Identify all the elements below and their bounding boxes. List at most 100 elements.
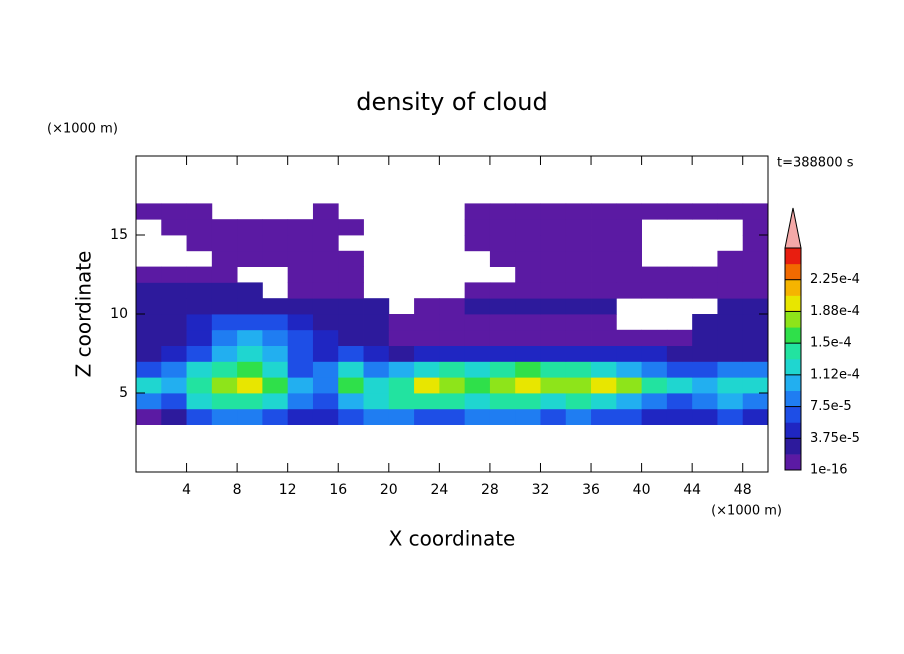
contour-cell <box>363 393 390 410</box>
contour-cell <box>540 203 567 220</box>
contour-cell <box>363 314 390 331</box>
contour-cell <box>742 235 769 252</box>
contour-cell <box>565 408 592 425</box>
contour-cell <box>388 408 415 425</box>
contour-cell <box>312 266 339 283</box>
contour-cell <box>591 345 617 362</box>
contour-cell <box>312 361 339 378</box>
contour-cell <box>692 361 718 378</box>
contour-cell <box>616 361 642 378</box>
contour-cell <box>388 329 415 346</box>
contour-cell <box>262 345 289 362</box>
contour-cell <box>515 266 541 283</box>
contour-cell <box>540 393 567 410</box>
contour-cell <box>540 235 567 252</box>
contour-cell <box>742 377 769 394</box>
contour-cell <box>515 329 541 346</box>
contour-cell <box>616 266 642 283</box>
contour-cell <box>312 219 339 236</box>
contour-cell <box>515 235 541 252</box>
contour-cell <box>464 314 491 331</box>
contour-cell <box>237 219 263 236</box>
contour-cell <box>666 266 693 283</box>
colorbar-band <box>785 438 801 455</box>
contour-cell <box>439 345 466 362</box>
contour-cell <box>287 345 314 362</box>
contour-cell <box>742 266 769 283</box>
contour-cell <box>565 266 592 283</box>
contour-cell <box>136 329 162 346</box>
y-tick-label: 10 <box>110 306 128 322</box>
contour-cell <box>161 361 187 378</box>
contour-cell <box>287 219 314 236</box>
contour-cell <box>692 329 718 346</box>
contour-cell <box>388 345 415 362</box>
contour-cell <box>161 408 187 425</box>
contour-cell <box>388 377 415 394</box>
contour-cell <box>136 203 162 220</box>
contour-cell <box>565 282 592 299</box>
contour-cell <box>211 282 238 299</box>
contour-cell <box>414 329 440 346</box>
contour-cell <box>338 377 364 394</box>
contour-cell <box>742 408 769 425</box>
contour-cell <box>363 361 390 378</box>
contour-cell <box>312 393 339 410</box>
contour-cell <box>540 408 567 425</box>
contour-cell <box>287 329 314 346</box>
colorbar-tick-label: 1.88e-4 <box>810 304 860 319</box>
contour-cell <box>565 298 592 315</box>
contour-cell <box>540 298 567 315</box>
contour-cell <box>641 408 668 425</box>
contour-cell <box>338 361 364 378</box>
contour-cell <box>414 314 440 331</box>
contour-cell <box>338 219 364 236</box>
contour-cell <box>262 219 289 236</box>
contour-cell <box>312 408 339 425</box>
contour-cell <box>565 219 592 236</box>
contour-cell <box>211 393 238 410</box>
contour-cell <box>717 203 744 220</box>
contour-cell <box>540 219 567 236</box>
contour-cell <box>161 314 187 331</box>
contour-cell <box>717 361 744 378</box>
contour-cell <box>666 393 693 410</box>
contour-cell <box>363 345 390 362</box>
contour-cell <box>489 377 516 394</box>
contour-cell <box>515 393 541 410</box>
x-tick-label: 24 <box>430 482 448 498</box>
contour-cell <box>464 219 491 236</box>
contour-cell <box>565 314 592 331</box>
x-tick-label: 8 <box>233 482 242 498</box>
x-tick-label: 32 <box>532 482 550 498</box>
contour-cell <box>211 345 238 362</box>
contour-cell <box>312 250 339 267</box>
contour-cell <box>161 298 187 315</box>
contour-cell <box>388 393 415 410</box>
contour-cell <box>464 298 491 315</box>
contour-cell <box>591 314 617 331</box>
contour-cell <box>262 393 289 410</box>
contour-cell <box>565 250 592 267</box>
contour-cell <box>742 361 769 378</box>
colorbar-tick-label: 3.75e-5 <box>810 431 860 446</box>
contour-cell <box>211 377 238 394</box>
contour-cell <box>591 235 617 252</box>
x-tick-label: 12 <box>279 482 297 498</box>
contour-cell <box>186 298 213 315</box>
contour-cell <box>717 393 744 410</box>
contour-cell <box>742 219 769 236</box>
contour-cell <box>742 393 769 410</box>
contour-cell <box>287 361 314 378</box>
contour-cell <box>666 203 693 220</box>
contour-cell <box>489 393 516 410</box>
contour-cell <box>439 298 466 315</box>
contour-cell <box>540 345 567 362</box>
contour-cell <box>616 250 642 267</box>
contour-cell <box>161 219 187 236</box>
contour-cell <box>565 393 592 410</box>
contour-cell <box>312 314 339 331</box>
contour-cell <box>717 345 744 362</box>
contour-cell <box>237 408 263 425</box>
contour-cell <box>717 314 744 331</box>
